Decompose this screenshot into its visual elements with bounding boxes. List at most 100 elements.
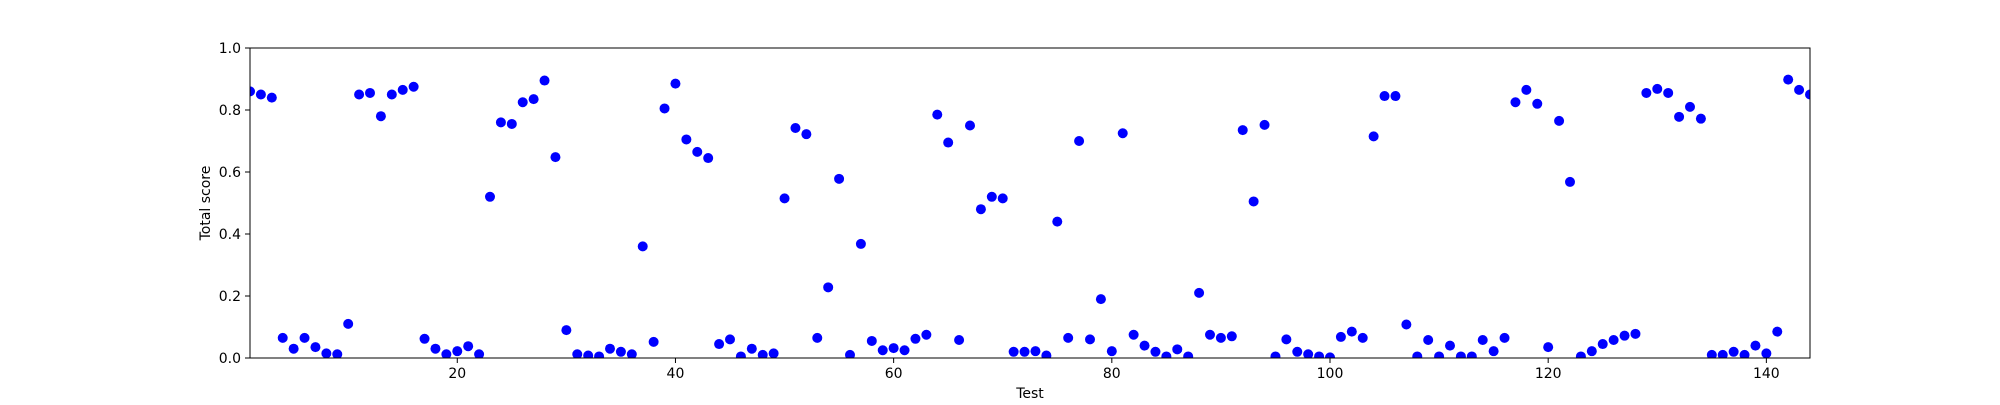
data-point	[1019, 346, 1030, 357]
data-point	[250, 86, 255, 97]
data-point	[408, 81, 419, 92]
data-point	[1565, 176, 1575, 187]
data-point	[1532, 98, 1543, 109]
x-tick-label: 80	[1103, 366, 1121, 382]
data-point	[1368, 131, 1379, 142]
data-point	[1008, 346, 1019, 357]
data-point	[888, 343, 899, 354]
data-point	[1488, 346, 1499, 357]
data-point	[1128, 329, 1139, 340]
data-point	[1139, 340, 1150, 351]
x-tick-label: 120	[1535, 366, 1562, 382]
data-point	[1226, 331, 1237, 342]
data-point	[1706, 349, 1717, 358]
data-point	[1346, 326, 1357, 337]
data-point	[779, 193, 790, 204]
data-point	[1575, 351, 1586, 358]
data-point	[517, 97, 528, 108]
data-point	[485, 191, 495, 202]
x-tick-label: 40	[667, 366, 685, 382]
data-point	[1270, 351, 1281, 358]
data-point	[1477, 335, 1488, 346]
data-point	[1237, 125, 1248, 136]
y-tick-label: 0.8	[219, 103, 241, 119]
data-point	[495, 117, 506, 128]
data-point	[1783, 74, 1794, 85]
data-point	[626, 349, 637, 358]
data-point	[1423, 335, 1434, 346]
data-point	[670, 78, 681, 89]
data-point	[954, 335, 965, 346]
data-point	[463, 341, 474, 352]
data-point	[1586, 346, 1597, 357]
data-point	[419, 333, 430, 344]
data-point	[855, 238, 866, 249]
data-point	[1499, 332, 1510, 343]
data-point	[1728, 346, 1739, 357]
data-point	[1630, 328, 1641, 339]
data-point	[1074, 136, 1085, 146]
data-point	[1412, 351, 1423, 358]
data-point	[986, 191, 997, 202]
y-tick-label: 0.2	[219, 289, 241, 305]
data-point	[561, 325, 572, 336]
data-point	[692, 146, 703, 157]
data-points	[250, 74, 1810, 358]
data-point	[790, 122, 801, 133]
data-point	[975, 204, 986, 215]
data-point	[343, 318, 354, 329]
data-point	[1608, 335, 1619, 346]
data-point	[1739, 349, 1750, 358]
data-point	[714, 339, 725, 350]
data-point	[1085, 334, 1095, 345]
data-point	[1215, 332, 1226, 343]
data-point	[594, 351, 605, 358]
data-point	[1335, 331, 1346, 342]
data-point	[845, 349, 855, 358]
data-point	[834, 173, 845, 184]
data-point	[1030, 346, 1041, 357]
data-point	[1750, 340, 1761, 351]
data-point	[430, 343, 441, 354]
data-point	[1434, 351, 1445, 358]
data-point	[932, 109, 943, 120]
data-point	[1281, 334, 1292, 345]
data-point	[441, 349, 452, 358]
data-point	[1063, 332, 1074, 343]
y-axis-label: Total score	[198, 166, 214, 242]
data-point	[1466, 351, 1477, 358]
data-point	[1314, 351, 1325, 358]
data-point	[1052, 216, 1063, 227]
data-point	[1510, 97, 1521, 108]
data-point	[1390, 91, 1401, 102]
data-point	[1248, 196, 1259, 207]
data-point	[452, 346, 463, 357]
data-point	[1761, 348, 1772, 358]
data-point	[648, 336, 659, 347]
data-point	[1259, 119, 1270, 130]
data-point	[365, 87, 375, 98]
data-point	[1794, 84, 1805, 95]
data-point	[1095, 294, 1106, 305]
data-point	[1401, 319, 1412, 330]
data-point	[681, 134, 692, 145]
data-point	[332, 349, 343, 358]
data-point	[997, 193, 1008, 204]
data-point	[1597, 339, 1608, 350]
data-point	[659, 103, 670, 114]
data-point	[725, 334, 735, 345]
data-point	[1554, 115, 1565, 126]
data-point	[354, 89, 365, 100]
data-point	[375, 111, 386, 122]
x-axis-label: Test	[1015, 386, 1044, 400]
data-point	[321, 348, 332, 358]
data-point	[572, 349, 583, 358]
x-tick-label: 140	[1753, 366, 1780, 382]
data-point	[1805, 89, 1810, 100]
data-point	[1652, 83, 1663, 94]
data-point	[637, 241, 648, 252]
data-point	[1379, 91, 1390, 102]
y-tick-label: 0.6	[219, 165, 241, 181]
